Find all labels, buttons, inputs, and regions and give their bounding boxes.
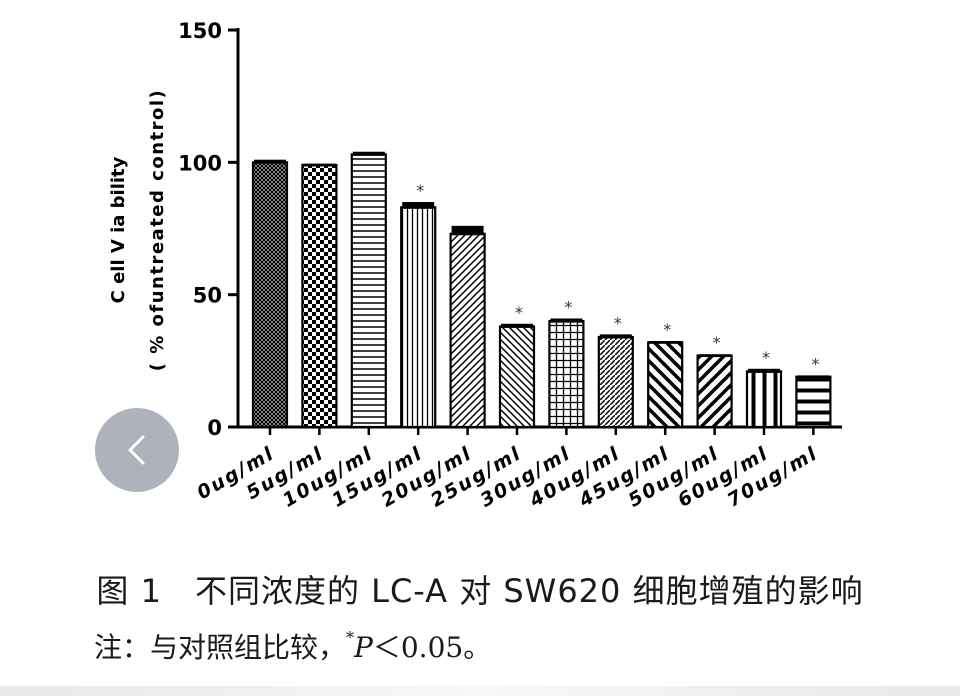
note-rest: ＜0.05。: [372, 631, 492, 664]
error-bar: [352, 151, 385, 156]
y-tick-label: 50: [193, 284, 222, 308]
bar: [647, 341, 684, 429]
bar: [400, 206, 437, 429]
error-bar: [303, 163, 336, 167]
significance-star: *: [713, 333, 721, 352]
error-bar: [698, 354, 731, 358]
y-tick-label: 150: [178, 19, 222, 43]
error-bar: [501, 323, 533, 328]
significance-star: *: [515, 303, 523, 322]
y-tick-label: 100: [178, 151, 222, 175]
x-axis: [238, 425, 842, 435]
significance-star: *: [614, 313, 622, 332]
note-p: P: [354, 631, 373, 664]
bar: [301, 163, 338, 429]
y-axis-title-line1: C ell V ia bility: [108, 156, 129, 303]
error-bar: [748, 368, 780, 373]
y-tick-label: 0: [207, 416, 222, 440]
bar: [696, 354, 733, 429]
previous-slide-button[interactable]: [95, 408, 179, 492]
error-bar: [402, 202, 435, 209]
bar: [548, 320, 585, 429]
bar-chart: C ell V ia bility ( % ofuntreated control…: [108, 19, 842, 512]
error-bar: [254, 159, 286, 164]
error-bars: [254, 151, 830, 379]
error-bar: [649, 340, 682, 344]
bar: [251, 161, 289, 429]
figure-note: 注：与对照组比较，*P＜0.05。: [94, 626, 491, 666]
error-bar: [599, 334, 632, 339]
bar: [745, 370, 783, 429]
significance-star: *: [416, 181, 424, 200]
bar: [449, 232, 486, 429]
bar: [597, 335, 634, 429]
significance-star: *: [663, 320, 671, 339]
error-bar: [797, 375, 830, 379]
bar: [498, 325, 536, 429]
x-tick-labels: 0ug/ml5ug/ml10ug/ml15ug/ml20ug/ml25ug/ml…: [193, 442, 822, 512]
significance-marks: * * * * * * * *: [416, 181, 819, 373]
y-axis: 0 50 100 150: [178, 19, 240, 440]
y-axis-title: C ell V ia bility ( % ofuntreated control…: [108, 89, 168, 372]
chevron-left-icon: [128, 435, 145, 465]
significance-star: *: [762, 348, 770, 367]
figure-caption: 图 1 不同浓度的 LC-A 对 SW620 细胞增殖的影响: [96, 572, 864, 610]
bars: [251, 153, 832, 429]
error-bar: [550, 318, 583, 323]
y-axis-title-line2: ( % ofuntreated control): [147, 89, 168, 372]
significance-star: *: [811, 354, 819, 373]
note-prefix: 注：与对照组比较，: [94, 631, 347, 664]
bar: [795, 375, 832, 429]
error-bar: [451, 225, 484, 236]
significance-star: *: [564, 297, 572, 316]
note-star: *: [346, 628, 355, 647]
bottom-divider: [0, 686, 960, 696]
bar: [350, 153, 387, 429]
